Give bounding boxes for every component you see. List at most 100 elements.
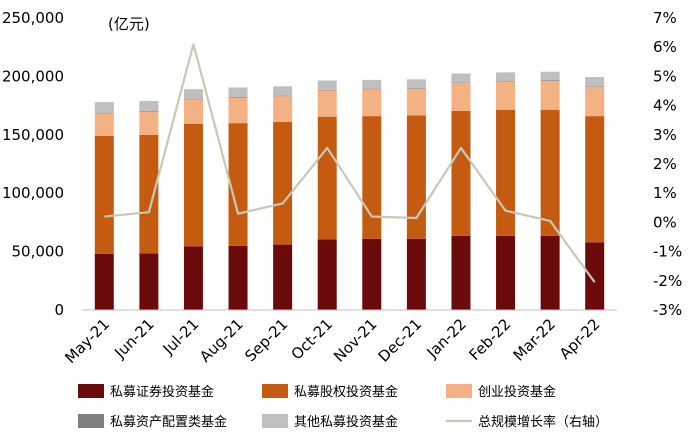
bar-segment-4-feb-22 [496,81,516,82]
x-tick-label: Sep-21 [241,315,291,365]
bar-segment-4-dec-21 [406,88,426,89]
bar-segment-2-sep-21 [273,121,293,245]
legend-label-4: 私募资产配置类基金 [110,414,227,430]
bar-segment-5-dec-21 [406,79,426,89]
bar-segment-4-jun-21 [139,111,159,113]
bar-segment-1-may-21 [94,253,114,310]
bar-segment-1-sep-21 [273,244,293,310]
bar-segment-1-feb-22 [496,235,516,310]
bar-segment-5-aug-21 [228,87,248,98]
right-tick-label: 5% [653,67,677,85]
bar-segment-5-jul-21 [183,89,203,100]
bar-segment-1-apr-22 [585,242,605,310]
bar-segment-4-apr-22 [585,86,605,87]
bar-segment-4-jul-21 [183,99,203,100]
x-tick-label: Apr-22 [556,315,604,363]
bar-segment-4-may-21 [94,113,114,114]
bar-segment-4-oct-21 [317,89,337,91]
x-tick-label: Nov-21 [330,315,380,365]
left-tick-label: 100,000 [2,184,64,202]
bar-segment-2-jun-21 [139,134,159,254]
growth-rate-line [104,43,596,283]
bar-segment-2-aug-21 [228,123,248,246]
legend-swatch-1 [78,384,104,398]
bar-segment-5-jun-21 [139,100,159,112]
bar-segment-3-aug-21 [228,98,248,124]
right-tick-label: 2% [653,155,677,173]
legend-label-3: 创业投资基金 [478,384,556,400]
x-tick-label: Jun-21 [110,315,157,362]
bar-segment-1-jan-22 [451,235,471,310]
bar-segment-2-oct-21 [317,116,337,240]
legend-label-1: 私募证券投资基金 [110,384,214,400]
bar-segment-5-sep-21 [273,86,293,96]
bar-segment-5-jan-22 [451,73,471,83]
right-tick-label: 1% [653,184,677,202]
bar-segment-1-jun-21 [139,253,159,310]
legend-label-6: 总规模增长率（右轴） [478,414,608,430]
legend-swatch-4 [78,414,104,428]
legend-label-2: 私募股权投资基金 [294,384,398,400]
x-tick-label: Aug-21 [196,315,247,366]
bar-segment-4-nov-21 [362,88,382,90]
right-tick-label: 4% [653,97,677,115]
bar-segment-4-aug-21 [228,97,248,98]
bar-segment-1-jul-21 [183,246,203,310]
bar-segment-5-may-21 [94,102,114,114]
bar-segment-2-dec-21 [406,115,426,239]
legend-label-5: 其他私募投资基金 [294,414,398,430]
bar-segment-5-apr-22 [585,76,605,87]
bar-segment-5-nov-21 [362,79,382,89]
bar-segment-2-apr-22 [585,116,605,243]
x-tick-label: Dec-21 [375,315,426,366]
bar-segment-3-jun-21 [139,112,159,135]
legend-swatch-2 [262,384,288,398]
bar-segment-2-mar-22 [540,109,560,236]
left-tick-label: 200,000 [2,67,64,85]
bar-segment-3-nov-21 [362,89,382,117]
bar-segment-2-may-21 [94,135,114,254]
bar-segment-5-mar-22 [540,71,560,81]
bar-segment-3-oct-21 [317,90,337,117]
bar-segment-2-jul-21 [183,123,203,247]
bar-segment-3-jul-21 [183,99,203,124]
bar-segment-2-jan-22 [451,110,471,236]
bar-segment-4-sep-21 [273,95,293,97]
right-tick-label: 7% [653,9,677,27]
bar-segment-3-sep-21 [273,96,293,122]
x-tick-label: May-21 [61,315,113,367]
right-axis-ticks: -3% -2% -1% 0% 1% 2% 3% 4% 5% 6% 7% [653,9,682,319]
x-tick-label: Feb-22 [466,315,515,364]
right-tick-label: -1% [653,243,682,261]
right-tick-label: -2% [653,272,682,290]
growth-line-layer [104,43,596,283]
bar-segment-5-feb-22 [496,72,516,82]
left-tick-label: 250,000 [2,9,64,27]
bar-segment-2-feb-22 [496,109,516,236]
bar-segment-5-oct-21 [317,80,337,90]
x-tick-label: Oct-21 [288,315,336,363]
unit-label: (亿元) [108,15,150,33]
bar-segment-3-apr-22 [585,86,605,117]
bar-segment-3-dec-21 [406,88,426,116]
right-tick-label: 0% [653,213,677,231]
bar-segment-4-jan-22 [451,82,471,83]
bar-segment-2-nov-21 [362,116,382,239]
left-axis-ticks: 0 50,000 100,000 150,000 200,000 250,000 [2,9,64,319]
bar-segment-1-oct-21 [317,239,337,310]
bar-segment-3-may-21 [94,113,114,136]
legend-swatch-3 [446,384,472,398]
bar-segment-3-feb-22 [496,81,516,110]
x-tick-label: Jan-22 [423,315,470,362]
right-tick-label: -3% [653,301,682,319]
bar-segment-3-mar-22 [540,81,560,110]
right-tick-label: 3% [653,126,677,144]
bar-segment-1-mar-22 [540,235,560,310]
bars-layer [94,71,605,310]
bar-segment-1-aug-21 [228,245,248,310]
left-tick-label: 50,000 [12,243,65,261]
bar-segment-3-jan-22 [451,82,471,111]
